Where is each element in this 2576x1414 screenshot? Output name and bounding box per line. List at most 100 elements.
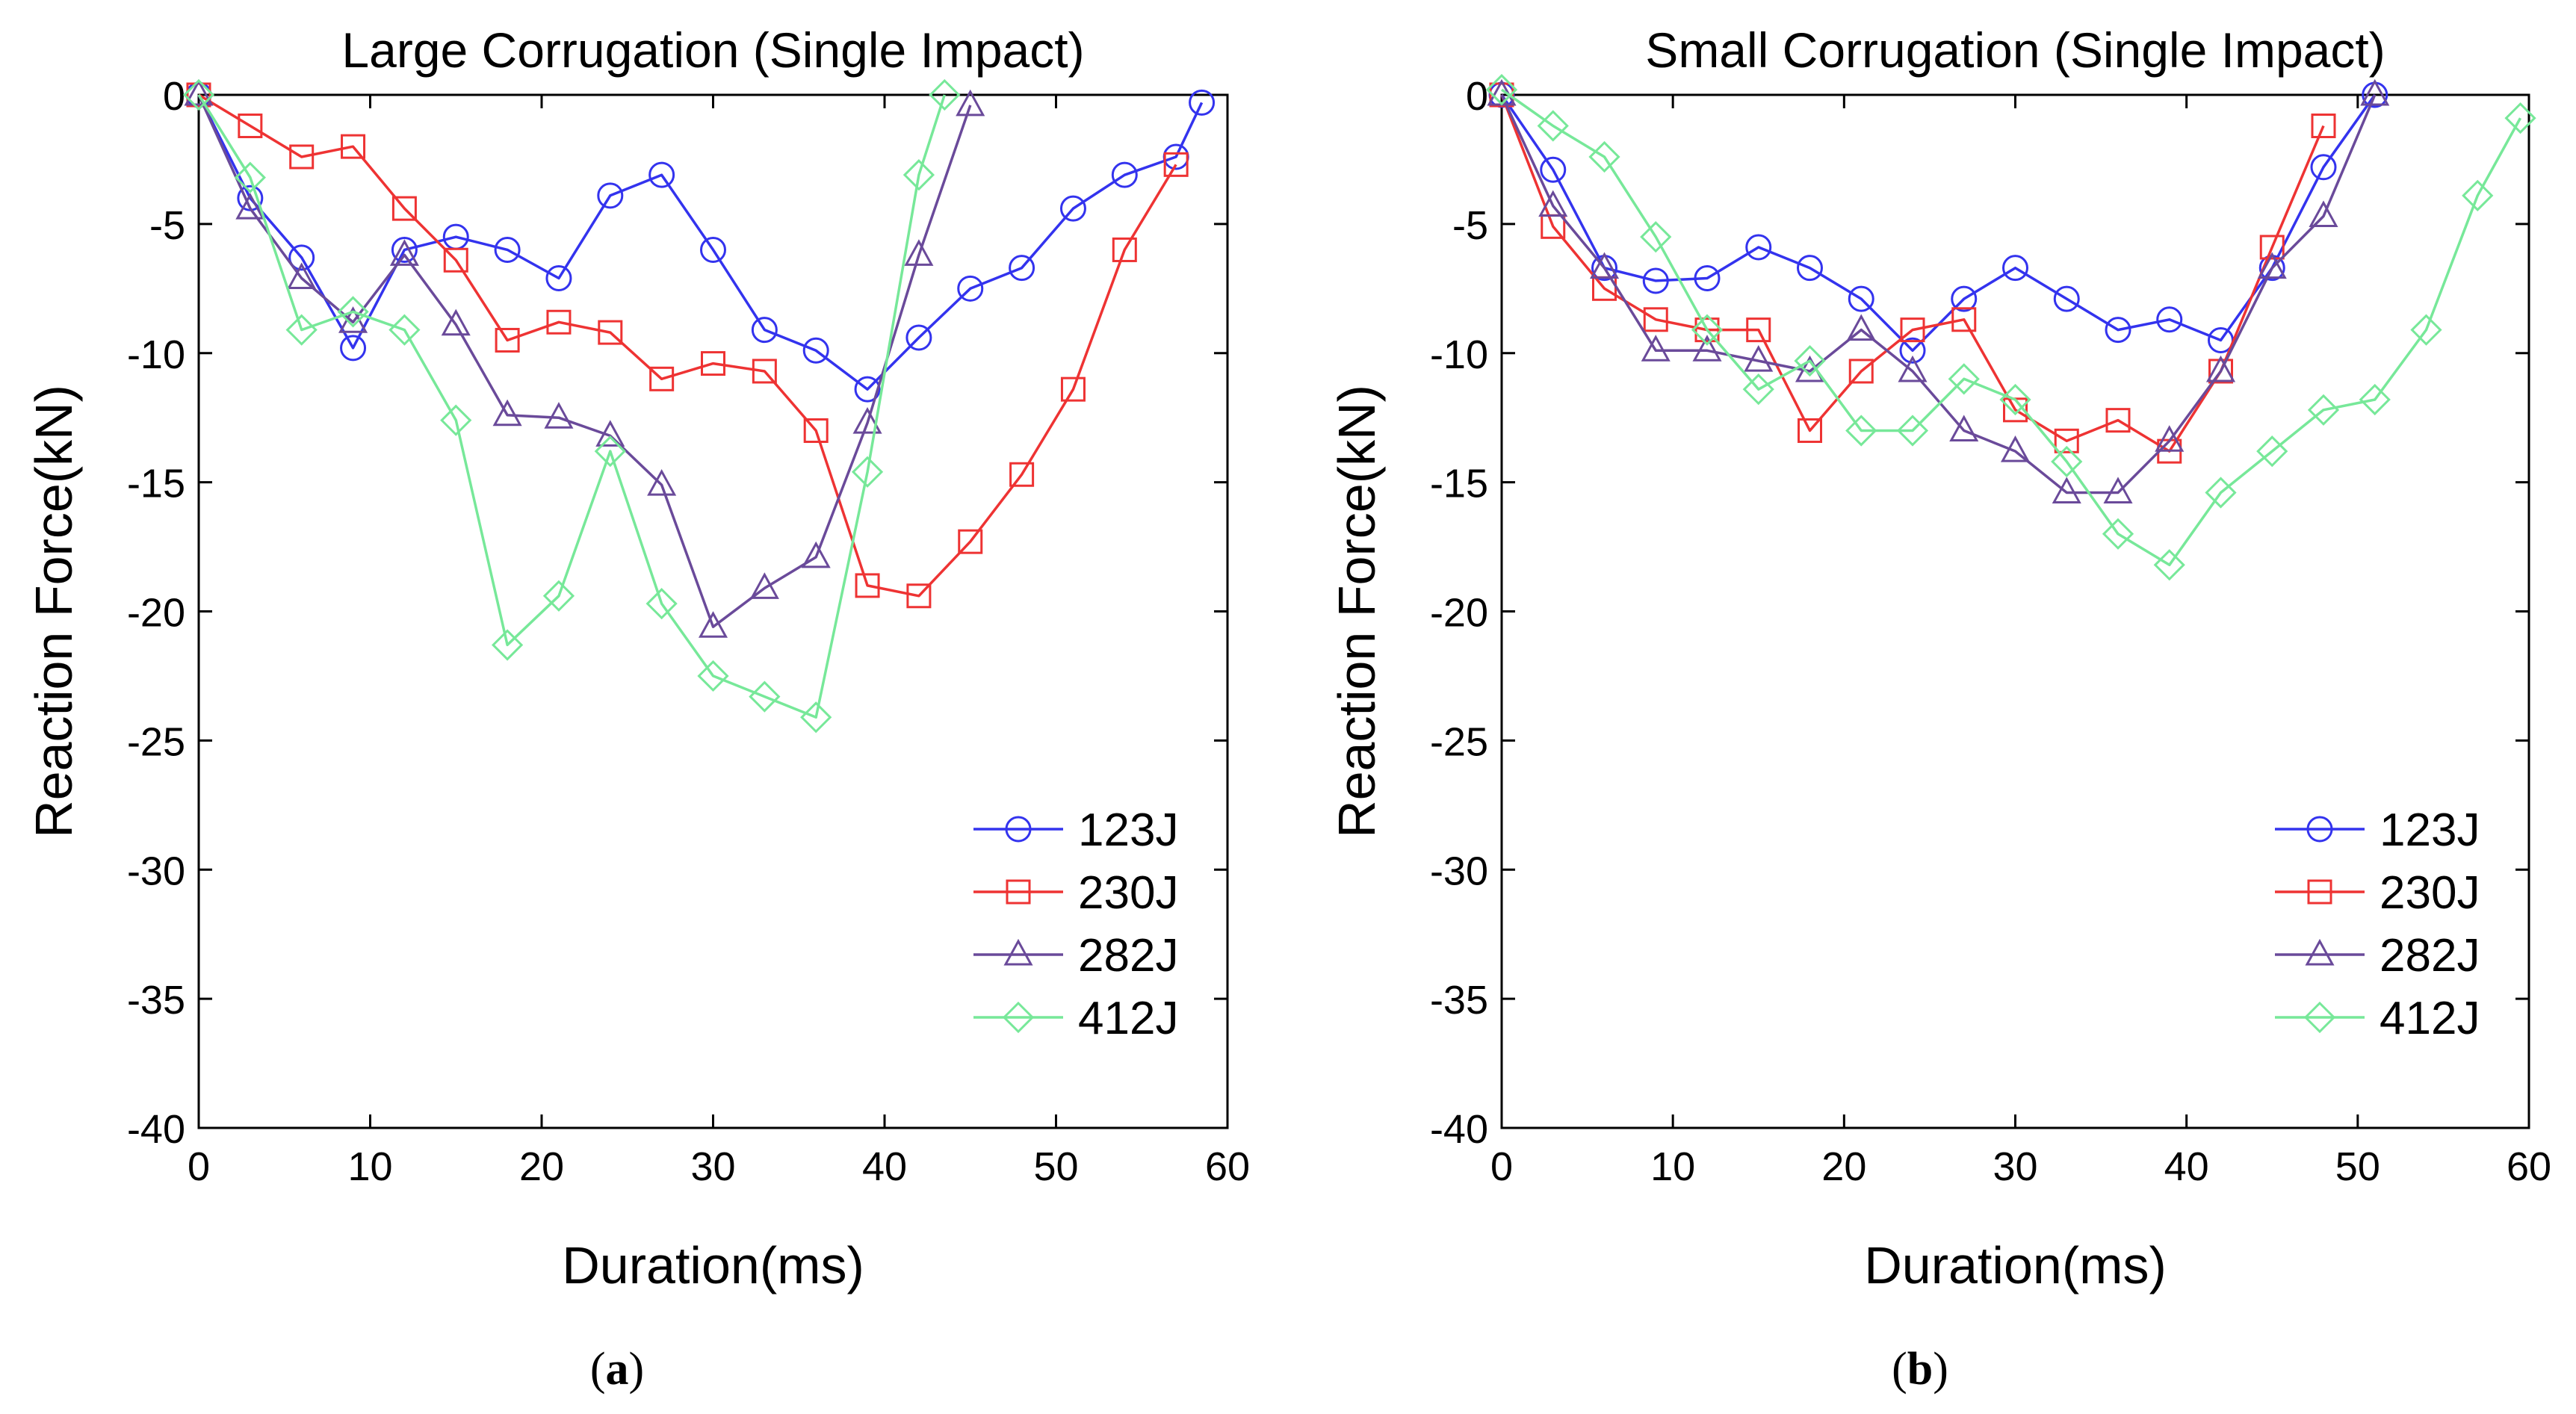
legend-item-282J: 282J — [973, 930, 1178, 982]
legend-item-412J: 412J — [973, 993, 1178, 1044]
y-tick-label: -5 — [1452, 203, 1488, 248]
data-point — [1537, 110, 1569, 142]
chart-title: Small Corrugation (Single Impact) — [1645, 22, 2385, 78]
legend-item-230J: 230J — [2275, 867, 2480, 919]
series-line — [197, 94, 1204, 391]
data-point — [958, 529, 983, 554]
y-tick-label: -20 — [127, 591, 185, 636]
data-point — [645, 588, 678, 620]
data-point — [595, 420, 625, 447]
data-point — [2103, 477, 2133, 503]
y-tick-label: -15 — [127, 462, 185, 506]
y-tick-label: -5 — [149, 203, 185, 248]
data-point — [1694, 264, 1721, 291]
y-tick-label: -20 — [1430, 591, 1488, 636]
caption-letter: b — [1907, 1344, 1933, 1395]
data-point — [234, 161, 266, 193]
legend-label: 282J — [1078, 930, 1178, 982]
legend-label: 412J — [1078, 993, 1178, 1044]
data-point — [495, 327, 520, 353]
series-412J — [182, 78, 961, 734]
data-point — [389, 239, 419, 266]
legend-marker — [1003, 938, 1033, 966]
series-230J — [1489, 82, 2336, 464]
legend-item-123J: 123J — [973, 804, 1178, 856]
data-point — [700, 236, 726, 263]
data-point — [1896, 415, 1929, 447]
data-point — [1059, 195, 1086, 222]
legend-label: 123J — [1078, 804, 1178, 856]
data-point — [2205, 477, 2237, 509]
data-point — [647, 468, 677, 496]
data-point — [1589, 252, 1620, 279]
data-point — [1948, 363, 1980, 395]
y-tick-label: -40 — [1430, 1107, 1488, 1152]
legend-label: 230J — [1078, 867, 1178, 919]
data-point — [802, 337, 829, 364]
data-point — [1899, 337, 1926, 364]
data-point — [852, 406, 882, 434]
data-point — [2054, 428, 2079, 453]
data-point — [491, 629, 524, 661]
data-point — [288, 244, 315, 271]
data-point — [2259, 235, 2285, 260]
data-point — [1949, 415, 1979, 441]
data-point — [597, 182, 624, 209]
data-point — [2155, 425, 2185, 452]
data-point — [749, 680, 781, 713]
data-point — [1111, 161, 1138, 188]
data-point — [2156, 306, 2183, 333]
data-point — [1846, 314, 1876, 341]
data-point — [1999, 383, 2031, 416]
legend-marker — [1002, 1001, 1035, 1034]
series-line — [197, 94, 946, 719]
data-point — [701, 351, 725, 376]
caption-close-paren: ) — [629, 1344, 645, 1395]
data-point — [1898, 355, 1928, 382]
data-point — [391, 236, 418, 263]
series-line — [1500, 94, 2325, 453]
legend-item-230J: 230J — [973, 867, 1178, 919]
data-point — [749, 572, 779, 599]
series-282J — [1487, 78, 2390, 503]
x-tick-label: 40 — [2164, 1144, 2209, 1189]
data-point — [1009, 255, 1035, 282]
data-point — [440, 404, 472, 436]
data-point — [2257, 252, 2287, 279]
data-point — [851, 456, 884, 488]
data-point — [1060, 376, 1086, 402]
series-123J — [185, 81, 1216, 403]
data-point — [1189, 89, 1216, 116]
data-point — [1745, 234, 1772, 261]
legend-item-282J: 282J — [2275, 930, 2480, 982]
data-point — [2504, 102, 2536, 134]
series-230J — [186, 82, 1189, 609]
data-point — [391, 196, 417, 221]
data-point — [1900, 317, 1925, 343]
legend-marker — [1006, 879, 1031, 905]
data-point — [2359, 383, 2391, 416]
data-point — [1485, 73, 1518, 106]
data-point — [2309, 200, 2338, 228]
data-point — [337, 296, 369, 328]
y-tick-label: -35 — [127, 978, 185, 1023]
data-point — [906, 583, 932, 609]
x-tick-label: 0 — [1490, 1144, 1513, 1189]
chart-panel-a: 0-5-10-15-20-25-30-35-400 10 20 30 40 50 60Lar… — [25, 22, 1250, 1395]
data-point — [2002, 255, 2028, 282]
data-point — [2105, 408, 2131, 433]
legend-marker — [2305, 938, 2335, 966]
data-point — [1694, 317, 1720, 343]
data-point — [1794, 345, 1826, 377]
data-point — [2310, 154, 2337, 181]
data-point — [902, 159, 935, 191]
y-tick-label: -30 — [1430, 849, 1488, 893]
chart-panel-b: 0-5-10-15-20-25-30-35-400 10 20 30 40 50 60Sma… — [1328, 22, 2551, 1395]
x-tick-label: 60 — [2507, 1144, 2551, 1189]
data-point — [1742, 373, 1774, 406]
x-tick-label: 10 — [347, 1144, 392, 1189]
data-point — [2051, 445, 2083, 478]
x-tick-label: 10 — [1650, 1144, 1695, 1189]
data-point — [697, 660, 729, 692]
